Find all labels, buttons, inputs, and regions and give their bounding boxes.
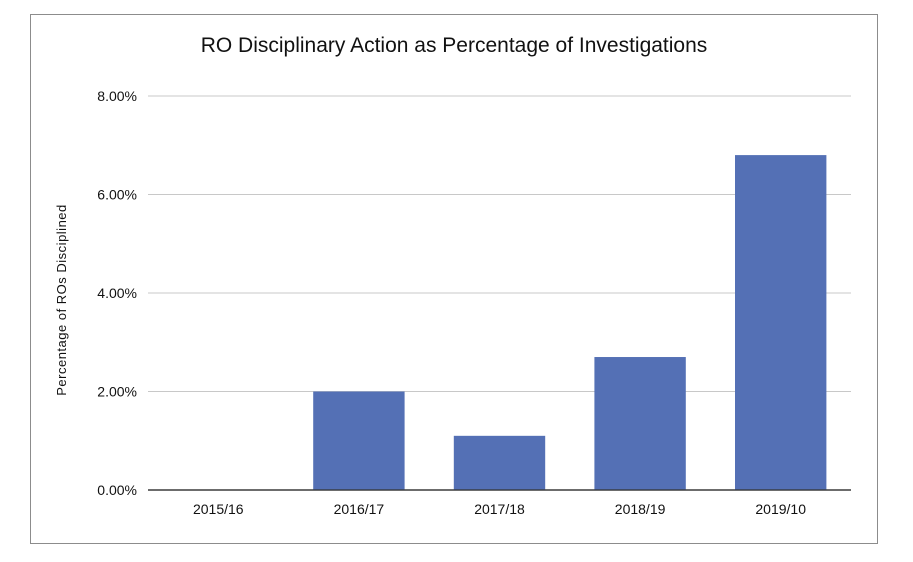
bar bbox=[594, 357, 686, 490]
y-tick-label: 8.00% bbox=[97, 88, 137, 104]
y-tick-label: 6.00% bbox=[97, 187, 137, 203]
x-axis-ticks: 2015/16 2016/17 2017/18 2018/19 2019/10 bbox=[193, 501, 806, 517]
x-tick-label: 2016/17 bbox=[334, 501, 385, 517]
x-tick-label: 2017/18 bbox=[474, 501, 525, 517]
y-tick-label: 2.00% bbox=[97, 384, 137, 400]
y-tick-label: 4.00% bbox=[97, 285, 137, 301]
bars bbox=[148, 155, 851, 491]
x-tick-label: 2015/16 bbox=[193, 501, 244, 517]
bar bbox=[735, 155, 827, 490]
chart-title: RO Disciplinary Action as Percentage of … bbox=[201, 34, 708, 57]
bar bbox=[313, 391, 405, 490]
y-axis-ticks: 0.00% 2.00% 4.00% 6.00% 8.00% bbox=[97, 88, 137, 498]
y-tick-label: 0.00% bbox=[97, 482, 137, 498]
x-tick-label: 2019/10 bbox=[755, 501, 806, 517]
y-axis-title: Percentage of ROs Disciplined bbox=[54, 204, 69, 396]
bar bbox=[453, 435, 546, 490]
x-tick-label: 2018/19 bbox=[615, 501, 666, 517]
